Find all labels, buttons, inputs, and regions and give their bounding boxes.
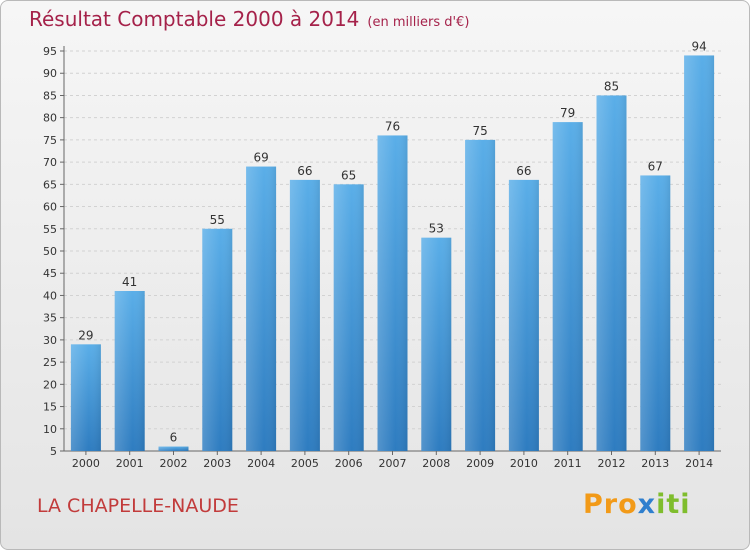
bar-shade	[421, 237, 452, 451]
bar-value-label: 69	[253, 151, 268, 165]
label-layer: 29 2000 41 2001 6 2002 55 2003 69 2004 66 2005 65 200…	[72, 39, 713, 470]
bar-value-label: 67	[648, 159, 663, 173]
bar-value-label: 53	[429, 222, 444, 236]
bar-shade	[246, 166, 277, 452]
chart-title: Résultat Comptable 2000 à 2014 (en millie…	[29, 7, 469, 31]
bar-value-label: 75	[472, 124, 487, 138]
x-tick-label: 2003	[203, 457, 231, 470]
bar-value-label: 65	[341, 168, 356, 182]
x-tick-label: 2004	[247, 457, 275, 470]
x-tick-label: 2010	[510, 457, 538, 470]
x-tick-label: 2011	[554, 457, 582, 470]
bar-shade	[333, 184, 364, 452]
logo-part-1: x	[637, 489, 657, 520]
bar-value-label: 55	[210, 213, 225, 227]
x-tick-label: 2006	[335, 457, 363, 470]
bar-value-label: 66	[297, 164, 312, 178]
bar-value-label: 79	[560, 106, 575, 120]
bar-shade	[158, 446, 189, 451]
y-tick-label: 5	[50, 445, 57, 458]
y-tick-label: 75	[43, 134, 57, 147]
y-tick-label: 50	[43, 245, 57, 258]
chart-subtitle: (en milliers d'€)	[367, 15, 470, 30]
x-tick-label: 2000	[72, 457, 100, 470]
x-tick-label: 2001	[116, 457, 144, 470]
bar-shade	[552, 122, 583, 451]
y-tick-label: 25	[43, 356, 57, 369]
y-tick-label: 35	[43, 312, 57, 325]
y-tick-label: 80	[43, 112, 57, 125]
y-tick-label: 95	[43, 45, 57, 58]
x-tick-label: 2012	[598, 457, 626, 470]
x-tick-label: 2002	[160, 457, 188, 470]
x-tick-label: 2007	[379, 457, 407, 470]
bar-value-label: 85	[604, 79, 619, 93]
y-tick-label: 45	[43, 267, 57, 280]
bar-value-label: 29	[78, 328, 93, 342]
x-tick-label: 2005	[291, 457, 319, 470]
chart-title-text: Résultat Comptable 2000 à 2014	[29, 7, 360, 31]
y-tick-label: 15	[43, 401, 57, 414]
bar-value-label: 94	[691, 39, 706, 53]
bar-shade	[289, 179, 320, 451]
x-tick-label: 2014	[685, 457, 713, 470]
location-name: LA CHAPELLE-NAUDE	[37, 495, 239, 517]
y-tick-label: 85	[43, 89, 57, 102]
bar-shade	[508, 179, 539, 451]
bar-layer	[70, 55, 715, 452]
y-tick-label: 30	[43, 334, 57, 347]
y-tick-label: 10	[43, 423, 57, 436]
bar-shade	[70, 344, 101, 451]
x-tick-label: 2009	[466, 457, 494, 470]
bar-shade	[684, 55, 715, 451]
bar-shade	[596, 95, 627, 451]
bar-value-label: 76	[385, 119, 400, 133]
x-tick-label: 2013	[641, 457, 669, 470]
proxiti-logo[interactable]: Proxiti	[583, 489, 691, 520]
bar-shade	[640, 175, 671, 451]
bar-shade	[114, 291, 145, 451]
x-tick-label: 2008	[422, 457, 450, 470]
y-tick-label: 60	[43, 201, 57, 214]
bar-value-label: 41	[122, 275, 137, 289]
bar-value-label: 66	[516, 164, 531, 178]
logo-part-0: Pro	[583, 489, 638, 520]
bar-shade	[202, 228, 233, 451]
logo-part-2: iti	[656, 489, 691, 520]
y-tick-label: 20	[43, 378, 57, 391]
bar-shade	[377, 135, 408, 451]
y-tick-label: 70	[43, 156, 57, 169]
y-tick-label: 90	[43, 67, 57, 80]
bar-value-label: 6	[170, 431, 178, 445]
bar-shade	[465, 139, 496, 451]
y-tick-label: 65	[43, 178, 57, 191]
y-tick-label: 40	[43, 289, 57, 302]
y-tick-label: 55	[43, 223, 57, 236]
